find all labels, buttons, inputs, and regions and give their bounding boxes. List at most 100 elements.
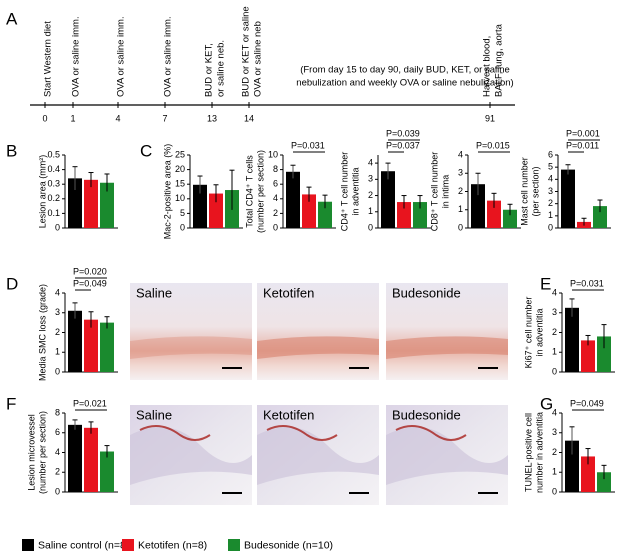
y-tick-label: 1 [458,204,463,214]
y-tick-label: 4 [55,287,60,297]
y-tick-label: 4 [552,407,557,417]
bar [302,194,316,228]
y-tick-label: 0.5 [47,149,60,159]
y-tick-label: 0.4 [47,164,60,174]
y-tick-label: 3 [458,168,463,178]
p-value: P=0.015 [476,140,510,150]
bar [581,456,595,492]
y-tick-label: 6 [273,179,278,189]
y-tick-label: 5 [548,162,553,172]
y-axis-label: in adventitia [534,308,544,356]
y-tick-label: 6 [55,427,60,437]
y-tick-label: 0.1 [47,208,60,218]
y-tick-label: 25 [175,149,185,159]
y-tick-label: 4 [368,157,373,167]
y-tick-label: 4 [55,447,60,457]
bar [597,472,611,492]
micrograph-label: Ketotifen [263,285,314,300]
y-tick-label: 1 [368,206,373,216]
y-tick-label: 3 [552,307,557,317]
timeline-event: or saline neb. [216,40,227,97]
legend-swatch [228,539,240,551]
micrograph: Ketotifen [257,283,379,380]
y-tick-label: 4 [552,287,557,297]
y-axis-label: number in adventitia [534,412,544,493]
stain [266,425,338,441]
y-axis-label: CD4⁺ T cell number [339,152,349,231]
p-value: P=0.037 [386,140,420,150]
timeline-event: Harvest blood, [482,36,493,97]
micrograph: Budesonide [386,283,508,380]
y-tick-label: 0 [552,366,557,376]
timeline-event: BALF, lung, aorta [494,23,505,97]
panel-label: D [6,274,18,293]
y-axis-label: Media SMC loss (grade) [37,284,47,381]
p-value: P=0.020 [73,266,107,276]
bar-chart: 0 1 2 3 4 Ki67⁺ cell number in adventitia P=0.0… [523,278,615,376]
micrograph: Budesonide [386,405,508,505]
y-axis-label: in intima [440,175,450,209]
bar [597,336,611,372]
y-tick-label: 0.3 [47,179,60,189]
panel-label: A [6,9,18,28]
legend-label: Saline control (n=8) [38,539,129,551]
legend-label: Budesonide (n=10) [244,539,333,551]
timeline-day: 14 [244,113,254,123]
micrograph-label: Budesonide [392,407,461,422]
y-tick-label: 4 [548,174,553,184]
y-tick-label: 4 [273,193,278,203]
p-value: P=0.049 [73,278,107,288]
y-tick-label: 1 [552,467,557,477]
micrograph: Ketotifen [257,405,379,505]
tissue-fold [386,427,508,485]
legend-swatch [122,539,134,551]
micrograph-label: Saline [136,407,172,422]
bar [100,182,114,228]
y-axis-label: Total CD4⁺ T cells [244,155,254,228]
bar-chart: 0 1 2 3 4 CD8⁺ T cell number in intima P=0.015 [429,140,521,232]
micrograph: Saline [130,405,252,505]
panel-label: F [6,394,16,413]
timeline-day: 7 [162,113,167,123]
y-tick-label: 15 [175,179,185,189]
y-tick-label: 2 [55,327,60,337]
bar-chart: 0 1 2 3 4 CD4⁺ T cell number in adventitia P=0.… [339,128,431,232]
bar [286,171,300,228]
y-tick-label: 3 [552,427,557,437]
y-tick-label: 4 [458,149,463,159]
timeline-day: 1 [70,113,75,123]
y-axis-label: (number per section) [255,150,265,233]
bar [565,307,579,372]
y-tick-label: 8 [55,407,60,417]
y-axis-label: TUNEL-positive cell [523,413,533,492]
tissue-fold [130,427,252,485]
bar [561,169,575,228]
micrograph-image [386,283,508,380]
panel-label: C [140,141,152,160]
y-tick-label: 0 [180,222,185,232]
y-tick-label: 0 [55,222,60,232]
bar [84,427,98,492]
timeline-note: nebulization and weekly OVA or saline ne… [296,78,513,89]
y-tick-label: 0 [55,486,60,496]
y-tick-label: 0 [55,366,60,376]
bar [503,209,517,228]
y-axis-label: CD8⁺ T cell number [429,152,439,231]
stain [139,425,211,441]
tissue-layer [130,336,252,359]
bar [593,206,607,228]
bar-chart: 0 1 2 3 4 5 6 Mast cell number (per section) P=0.… [519,128,611,232]
y-tick-label: 0 [458,222,463,232]
timeline-event: OVA or saline imm. [163,16,174,97]
bar [565,440,579,492]
bar [84,179,98,228]
bar [193,184,207,228]
stain [395,425,467,441]
y-axis-label: (number per section) [37,411,47,494]
p-value: P=0.031 [570,278,604,288]
y-tick-label: 2 [552,447,557,457]
bar-chart: 0 2 4 6 8 10 Total CD4⁺ T cells (number per sec… [244,140,336,233]
y-tick-label: 2 [368,190,373,200]
y-axis-label: Ki67⁺ cell number [523,297,533,369]
